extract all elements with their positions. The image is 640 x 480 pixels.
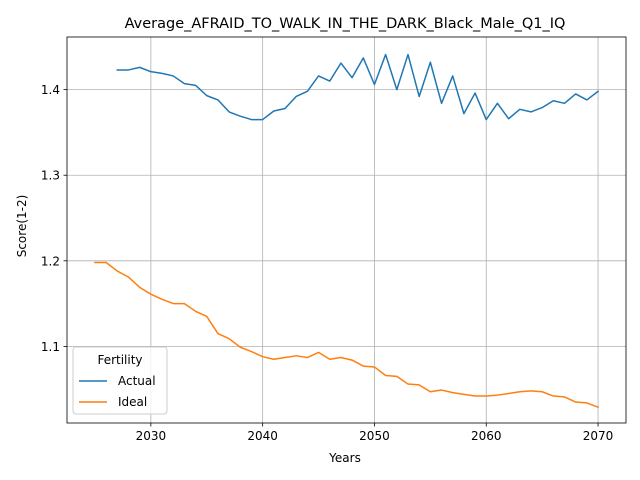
y-tick-label: 1.1 <box>41 340 60 354</box>
legend-label-ideal: Ideal <box>118 395 147 409</box>
legend-box <box>72 346 168 415</box>
grid-lines <box>67 37 626 423</box>
series-line-actual <box>116 53 600 121</box>
legend-title: Fertility <box>97 353 142 367</box>
x-tick-label: 2030 <box>136 429 167 443</box>
y-axis-label: Score(1-2) <box>15 195 29 258</box>
y-tick-label: 1.2 <box>41 254 60 268</box>
series-line-ideal <box>94 261 600 409</box>
y-axis-ticks: 1.1 1.2 1.3 1.4 <box>41 83 67 354</box>
x-tick-label: 2070 <box>583 429 614 443</box>
x-tick-label: 2050 <box>359 429 390 443</box>
x-axis-label: Years <box>328 451 361 465</box>
y-tick-label: 1.4 <box>41 83 60 97</box>
plot-frame <box>66 36 627 424</box>
x-tick-label: 2040 <box>247 429 278 443</box>
x-tick-label: 2060 <box>471 429 502 443</box>
x-axis-ticks: 2030 2040 2050 2060 2070 <box>136 423 614 443</box>
y-tick-label: 1.3 <box>41 169 60 183</box>
chart-title: Average_AFRAID_TO_WALK_IN_THE_DARK_Black… <box>125 16 566 32</box>
legend: Fertility Actual Ideal <box>72 346 168 415</box>
series-layer <box>94 53 600 409</box>
legend-label-actual: Actual <box>118 374 156 388</box>
